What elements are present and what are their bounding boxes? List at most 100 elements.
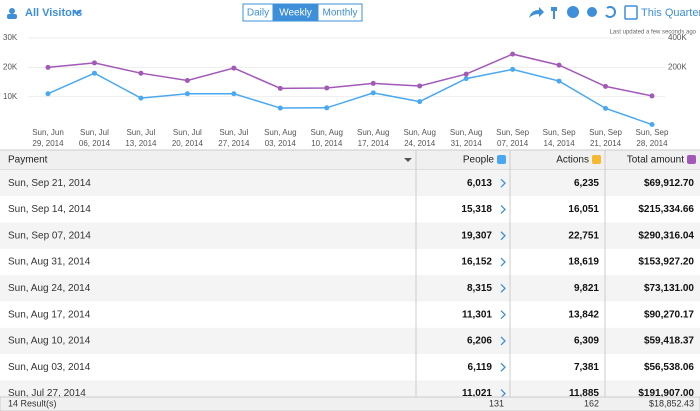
column-header: Total amount <box>627 155 684 166</box>
table-row <box>0 327 700 355</box>
period-label[interactable]: Monthly <box>322 8 357 19</box>
cell: $191,907.00 <box>638 388 694 399</box>
table-header <box>0 150 700 170</box>
cell: Sun, Aug 03, 2014 <box>8 362 91 373</box>
row-chevron[interactable] <box>500 257 506 267</box>
period-label[interactable]: Daily <box>247 8 269 19</box>
table-row <box>0 196 700 223</box>
column-header: Actions <box>556 155 589 166</box>
series-point <box>91 70 97 76</box>
x-tick-label: 29, 2014 <box>32 139 64 148</box>
row-chevron[interactable] <box>500 204 506 214</box>
x-tick-label: Sun, Jul <box>219 128 248 137</box>
x-tick-label: Sun, Aug <box>311 128 343 137</box>
column-color <box>497 155 506 164</box>
series-point <box>556 62 562 68</box>
row-chevron[interactable] <box>500 389 506 399</box>
x-tick-label: Sun, Jul <box>126 128 155 137</box>
series-point <box>45 64 51 70</box>
table-row <box>0 275 700 302</box>
footer-cell: 14 Result(s) <box>8 398 57 408</box>
x-tick-label: 07, 2014 <box>497 139 529 148</box>
y-tick-label: 20K <box>3 62 18 71</box>
cell: 6,309 <box>574 336 599 347</box>
cell: 11,885 <box>569 388 599 399</box>
cell: $73,131.00 <box>644 283 694 294</box>
cell: $56,538.06 <box>644 362 694 373</box>
row-chevron[interactable] <box>500 283 506 293</box>
x-tick-label: Sun, Sep <box>496 128 529 137</box>
row-chevron[interactable] <box>500 231 506 241</box>
cell: 6,119 <box>468 362 493 373</box>
series-point <box>370 90 376 96</box>
footer-cell: $18,852.43 <box>649 398 694 408</box>
x-tick-label: Sun, Aug <box>450 128 482 137</box>
x-tick-label: Sun, Jun <box>32 128 64 137</box>
series-point <box>91 60 97 66</box>
x-tick-label: Sun, Jul <box>173 128 202 137</box>
x-tick-label: 13, 2014 <box>125 139 157 148</box>
y-tick-label: 30K <box>3 33 18 42</box>
chart-subtitle: Last updated a few seconds ago <box>610 30 697 36</box>
row-chevron[interactable] <box>500 310 506 320</box>
x-tick-label: 24, 2014 <box>404 139 436 148</box>
table-row <box>0 170 700 197</box>
series-point <box>603 105 609 111</box>
table-row <box>0 301 700 328</box>
series-point <box>184 91 190 97</box>
series-point <box>603 83 609 89</box>
period-button[interactable] <box>317 3 363 22</box>
cell: $215,334.66 <box>638 204 694 215</box>
cell: 11,301 <box>462 309 492 320</box>
x-tick-label: Sun, Sep <box>589 128 622 137</box>
toolbar-icons[interactable] <box>529 5 638 20</box>
y2-tick-label: 400K <box>668 33 687 42</box>
series-point <box>277 105 283 111</box>
cell: $290,316.04 <box>638 230 694 241</box>
series-point <box>231 91 237 97</box>
cell: Sun, Sep 07, 2014 <box>8 230 91 241</box>
series-point <box>138 70 144 76</box>
cell: 7,381 <box>574 362 599 373</box>
footer-cell: 162 <box>584 398 599 408</box>
series-point <box>184 78 190 84</box>
x-tick-label: Sun, Sep <box>636 128 669 137</box>
x-tick-label: Sun, Aug <box>264 128 296 137</box>
x-tick-label: 31, 2014 <box>451 139 483 148</box>
cell: Sun, Aug 17, 2014 <box>8 309 91 320</box>
series-point <box>324 85 330 91</box>
table-row <box>0 354 700 381</box>
table-footer <box>0 396 700 411</box>
cell: 6,235 <box>574 178 599 189</box>
sort-caret[interactable] <box>404 158 412 162</box>
cell: Sun, Sep 14, 2014 <box>8 204 91 215</box>
x-tick-label: 28, 2014 <box>636 139 668 148</box>
column-header: Payment <box>8 155 48 166</box>
period-label[interactable]: Weekly <box>279 8 312 19</box>
cell: Sun, Aug 24, 2014 <box>8 283 91 294</box>
users-icon <box>7 8 17 19</box>
x-tick-label: 27, 2014 <box>218 139 250 148</box>
cell: 13,842 <box>568 309 599 320</box>
cell: 19,307 <box>461 230 492 241</box>
row-chevron[interactable] <box>500 336 506 346</box>
row-chevron[interactable] <box>500 362 506 372</box>
cell: 6,013 <box>467 178 492 189</box>
x-tick-label: 21, 2014 <box>590 139 622 148</box>
series-line <box>47 53 653 97</box>
series-point <box>370 80 376 86</box>
range-label[interactable]: This Quarter <box>641 7 700 19</box>
row-chevron[interactable] <box>500 178 506 188</box>
footer-cell: 131 <box>489 398 504 408</box>
cell: 16,051 <box>568 204 599 215</box>
series-point <box>649 93 655 99</box>
segment-label[interactable]: All Visitors <box>25 7 82 19</box>
cell: Sun, Jul 27, 2014 <box>8 388 86 399</box>
dropdown-caret[interactable] <box>72 9 82 16</box>
series-point <box>510 66 516 72</box>
column-color <box>687 155 696 164</box>
series-line <box>47 68 653 126</box>
cell: 9,821 <box>574 283 599 294</box>
series-point <box>324 105 330 111</box>
